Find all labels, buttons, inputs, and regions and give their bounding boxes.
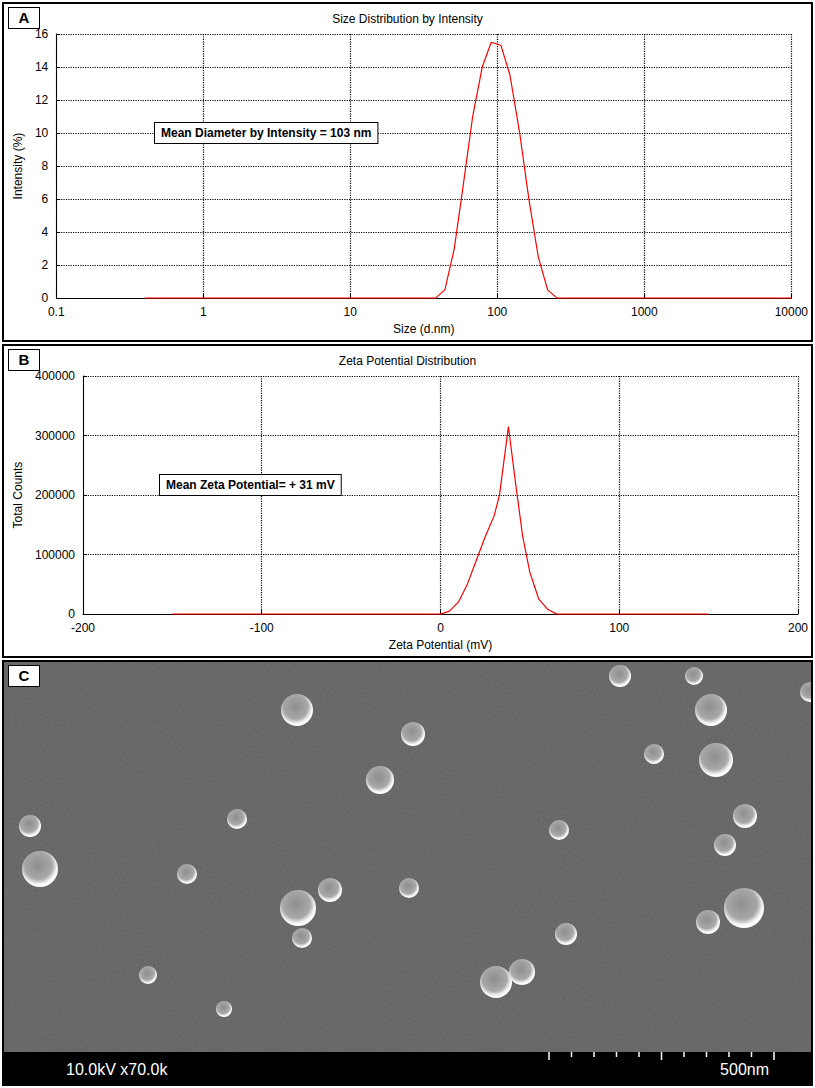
svg-text:1000: 1000 [631,305,658,319]
svg-text:10.0kV x70.0k: 10.0kV x70.0k [66,1061,168,1078]
svg-text:10: 10 [344,305,358,319]
svg-text:100: 100 [487,305,507,319]
svg-text:6: 6 [42,192,49,206]
svg-text:500nm: 500nm [720,1061,769,1078]
svg-text:300000: 300000 [35,429,75,443]
svg-text:0.1: 0.1 [48,305,65,319]
svg-text:Mean Diameter by Intensity = 1: Mean Diameter by Intensity = 103 nm [161,126,371,140]
svg-text:Mean Zeta Potential= + 31 mV: Mean Zeta Potential= + 31 mV [166,478,335,492]
html-text:B: B [18,351,30,368]
svg-text:Intensity (%): Intensity (%) [11,133,25,200]
svg-text:0: 0 [42,291,49,305]
svg-text:100: 100 [609,621,629,635]
svg-text:16: 16 [35,27,49,41]
svg-text:10: 10 [35,126,49,140]
svg-text:-100: -100 [250,621,274,635]
svg-text:Size (d.nm): Size (d.nm) [393,322,454,336]
svg-text:10000: 10000 [775,305,809,319]
svg-text:14: 14 [35,60,49,74]
svg-text:2: 2 [42,258,49,272]
svg-text:Zeta Potential (mV): Zeta Potential (mV) [389,638,492,652]
svg-text:-200: -200 [71,621,95,635]
svg-text:Size Distribution by Intensity: Size Distribution by Intensity [332,12,483,26]
svg-text:Zeta Potential Distribution: Zeta Potential Distribution [339,354,476,368]
svg-text:8: 8 [42,159,49,173]
svg-text:0: 0 [437,621,444,635]
svg-text:12: 12 [35,93,49,107]
svg-text:200: 200 [788,621,808,635]
html-text:A: A [18,9,30,26]
svg-text:0: 0 [68,607,75,621]
svg-text:Total Counts: Total Counts [11,462,25,529]
svg-text:200000: 200000 [35,488,75,502]
html-text:C: C [18,667,30,684]
svg-text:4: 4 [42,225,49,239]
svg-text:400000: 400000 [35,369,75,383]
svg-text:100000: 100000 [35,548,75,562]
svg-text:1: 1 [200,305,207,319]
